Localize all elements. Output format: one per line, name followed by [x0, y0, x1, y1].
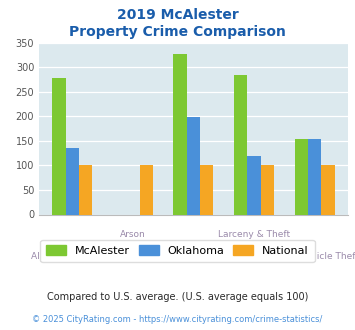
Bar	[187, 117, 200, 214]
Bar	[140, 165, 153, 215]
Text: Motor Vehicle Theft: Motor Vehicle Theft	[271, 252, 355, 261]
Text: © 2025 CityRating.com - https://www.cityrating.com/crime-statistics/: © 2025 CityRating.com - https://www.city…	[32, 315, 323, 324]
Text: All Property Crime: All Property Crime	[31, 252, 114, 261]
Text: Arson: Arson	[120, 230, 146, 239]
Bar	[234, 75, 247, 214]
Bar	[200, 165, 213, 215]
Text: Burglary: Burglary	[174, 252, 213, 261]
Text: Larceny & Theft: Larceny & Theft	[218, 230, 290, 239]
Text: Property Crime Comparison: Property Crime Comparison	[69, 25, 286, 39]
Text: Compared to U.S. average. (U.S. average equals 100): Compared to U.S. average. (U.S. average …	[47, 292, 308, 302]
Bar	[295, 140, 308, 214]
Bar	[308, 140, 321, 214]
Bar	[53, 78, 66, 214]
Bar	[174, 54, 187, 214]
Legend: McAlester, Oklahoma, National: McAlester, Oklahoma, National	[40, 240, 315, 262]
Bar	[79, 165, 92, 215]
Bar	[321, 165, 334, 215]
Bar	[66, 148, 79, 214]
Bar	[247, 156, 261, 215]
Bar	[261, 165, 274, 215]
Text: 2019 McAlester: 2019 McAlester	[117, 8, 238, 22]
